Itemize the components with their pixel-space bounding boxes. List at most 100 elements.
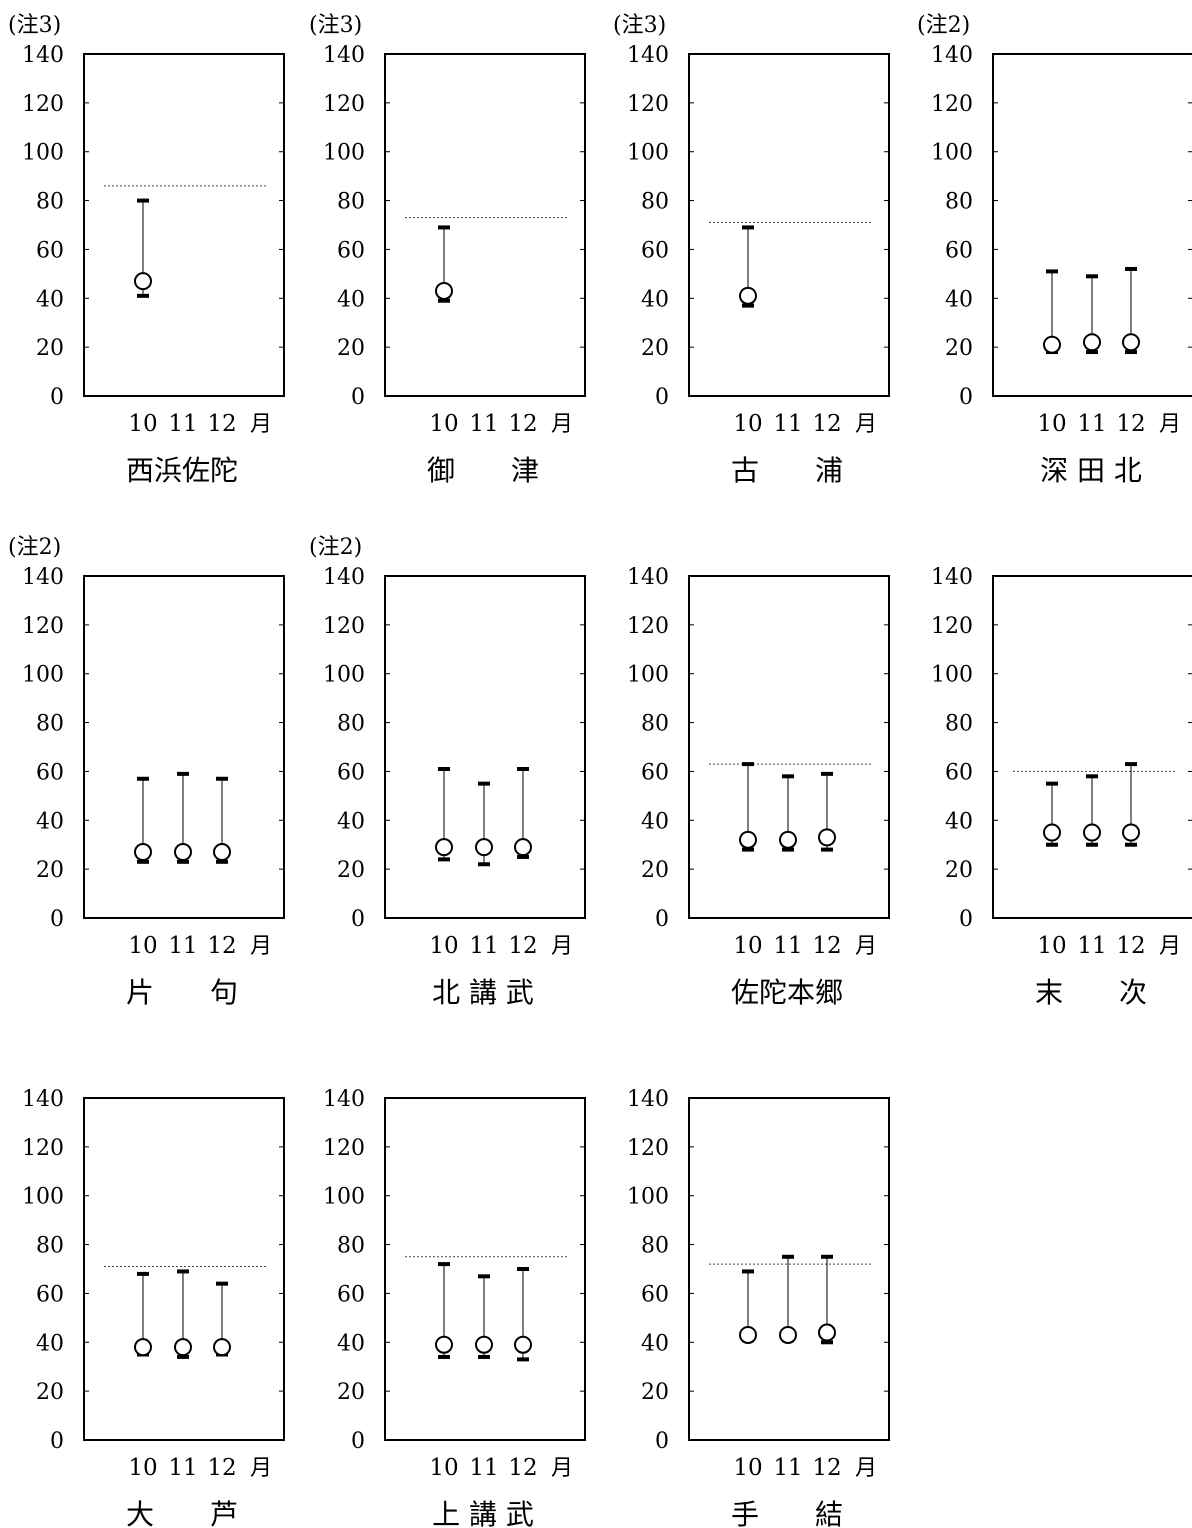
y-tick-label: 40: [36, 287, 64, 312]
average-marker: [1083, 823, 1101, 842]
y-tick-label: 40: [337, 1331, 365, 1356]
y-tick-label: 100: [627, 663, 669, 688]
y-tick-label: 120: [627, 92, 669, 117]
average-marker: [739, 286, 757, 305]
y-tick-label: 100: [22, 141, 64, 166]
x-tick-label: 12: [508, 1455, 537, 1481]
y-tick-label: 100: [627, 141, 669, 166]
average-marker: [134, 272, 152, 291]
y-tick-label: 100: [323, 1185, 365, 1210]
y-tick-label: 80: [641, 712, 669, 737]
y-tick-label: 80: [641, 1234, 669, 1259]
y-tick-label: 120: [931, 614, 973, 639]
y-tick-label: 100: [931, 663, 973, 688]
y-tick-label: 20: [641, 1380, 669, 1405]
average-marker: [174, 1338, 192, 1357]
x-tick-label: 10: [128, 933, 157, 959]
x-tick-label: 12: [1116, 933, 1145, 959]
station-name: 上 講 武: [432, 1498, 534, 1528]
y-tick-label: 0: [351, 907, 365, 932]
x-tick-label: 10: [429, 1455, 458, 1481]
average-marker: [739, 830, 757, 849]
average-marker: [514, 838, 532, 857]
y-tick-label: 20: [36, 1380, 64, 1405]
y-tick-label: 40: [641, 287, 669, 312]
chart-panel: 0 20 40 60 80 100 120 140 10 11 12 月大 芦: [22, 1087, 285, 1528]
y-tick-label: 40: [337, 809, 365, 834]
average-marker: [475, 1335, 493, 1354]
x-tick-label: 月: [551, 1456, 573, 1481]
average-marker: [435, 838, 453, 857]
average-marker: [1122, 333, 1140, 352]
y-tick-label: 140: [627, 565, 669, 590]
note-label: (注3): [613, 13, 666, 38]
y-tick-label: 100: [627, 1185, 669, 1210]
y-tick-label: 60: [337, 760, 365, 785]
y-tick-label: 60: [337, 238, 365, 263]
x-tick-label: 12: [812, 933, 841, 959]
chart-panel: 0 20 40 60 80 100 120 140 (注3) 10 11 12 月御 津: [309, 13, 586, 487]
average-marker: [779, 1325, 797, 1344]
average-marker: [779, 830, 797, 849]
y-tick-label: 60: [945, 238, 973, 263]
chart-panel: 0 20 40 60 80 100 120 140 (注3) 10 11 12 月古 浦: [613, 13, 890, 487]
y-tick-label: 120: [22, 1136, 64, 1161]
y-tick-label: 120: [931, 92, 973, 117]
average-marker: [475, 838, 493, 857]
y-tick-label: 0: [50, 385, 64, 410]
average-marker: [174, 843, 192, 862]
station-name: 北 講 武: [432, 976, 534, 1009]
y-tick-label: 80: [36, 190, 64, 215]
x-tick-label: 月: [250, 1456, 272, 1481]
y-tick-label: 80: [337, 1234, 365, 1259]
y-tick-label: 80: [641, 190, 669, 215]
note-label: (注3): [309, 13, 362, 38]
plot-frame: [83, 575, 285, 919]
y-tick-label: 80: [337, 190, 365, 215]
x-tick-label: 10: [429, 933, 458, 959]
y-tick-label: 140: [323, 565, 365, 590]
y-tick-label: 120: [627, 614, 669, 639]
average-marker: [514, 1335, 532, 1354]
average-marker: [213, 1338, 231, 1357]
plot-frame: [688, 1097, 890, 1441]
plot-frame: [384, 53, 586, 397]
x-tick-label: 11: [773, 411, 802, 437]
chart-panel: 0 20 40 60 80 100 120 140 10 11 12 月手 結: [627, 1087, 890, 1528]
x-tick-label: 12: [207, 411, 236, 437]
x-tick-label: 月: [855, 1456, 877, 1481]
y-tick-label: 80: [36, 1234, 64, 1259]
x-tick-label: 11: [168, 411, 197, 437]
average-marker: [818, 828, 836, 847]
x-tick-label: 10: [128, 1455, 157, 1481]
y-tick-label: 80: [337, 712, 365, 737]
x-tick-label: 12: [508, 933, 537, 959]
x-tick-label: 11: [1077, 411, 1106, 437]
y-tick-label: 120: [323, 1136, 365, 1161]
x-tick-label: 10: [1037, 411, 1066, 437]
x-tick-label: 10: [429, 411, 458, 437]
plot-frame: [384, 1097, 586, 1441]
y-tick-label: 0: [50, 907, 64, 932]
plot-frame: [992, 575, 1192, 919]
x-tick-label: 11: [469, 933, 498, 959]
y-tick-label: 140: [323, 1087, 365, 1112]
x-tick-label: 月: [855, 934, 877, 959]
chart-panel: 0 20 40 60 80 100 120 140 (注2) 10 11 12 月片 句: [8, 535, 285, 1009]
station-name: 大 芦: [126, 1498, 238, 1528]
y-tick-label: 20: [36, 336, 64, 361]
plot-frame: [688, 575, 890, 919]
x-tick-label: 10: [1037, 933, 1066, 959]
note-label: (注2): [8, 535, 61, 560]
x-tick-label: 12: [812, 1455, 841, 1481]
y-tick-label: 20: [945, 336, 973, 361]
y-tick-label: 60: [945, 760, 973, 785]
y-tick-label: 100: [323, 141, 365, 166]
y-tick-label: 40: [641, 809, 669, 834]
note-label: (注3): [8, 13, 61, 38]
average-marker: [435, 1335, 453, 1354]
plot-frame: [992, 53, 1192, 397]
y-tick-label: 140: [931, 565, 973, 590]
y-tick-label: 40: [337, 287, 365, 312]
